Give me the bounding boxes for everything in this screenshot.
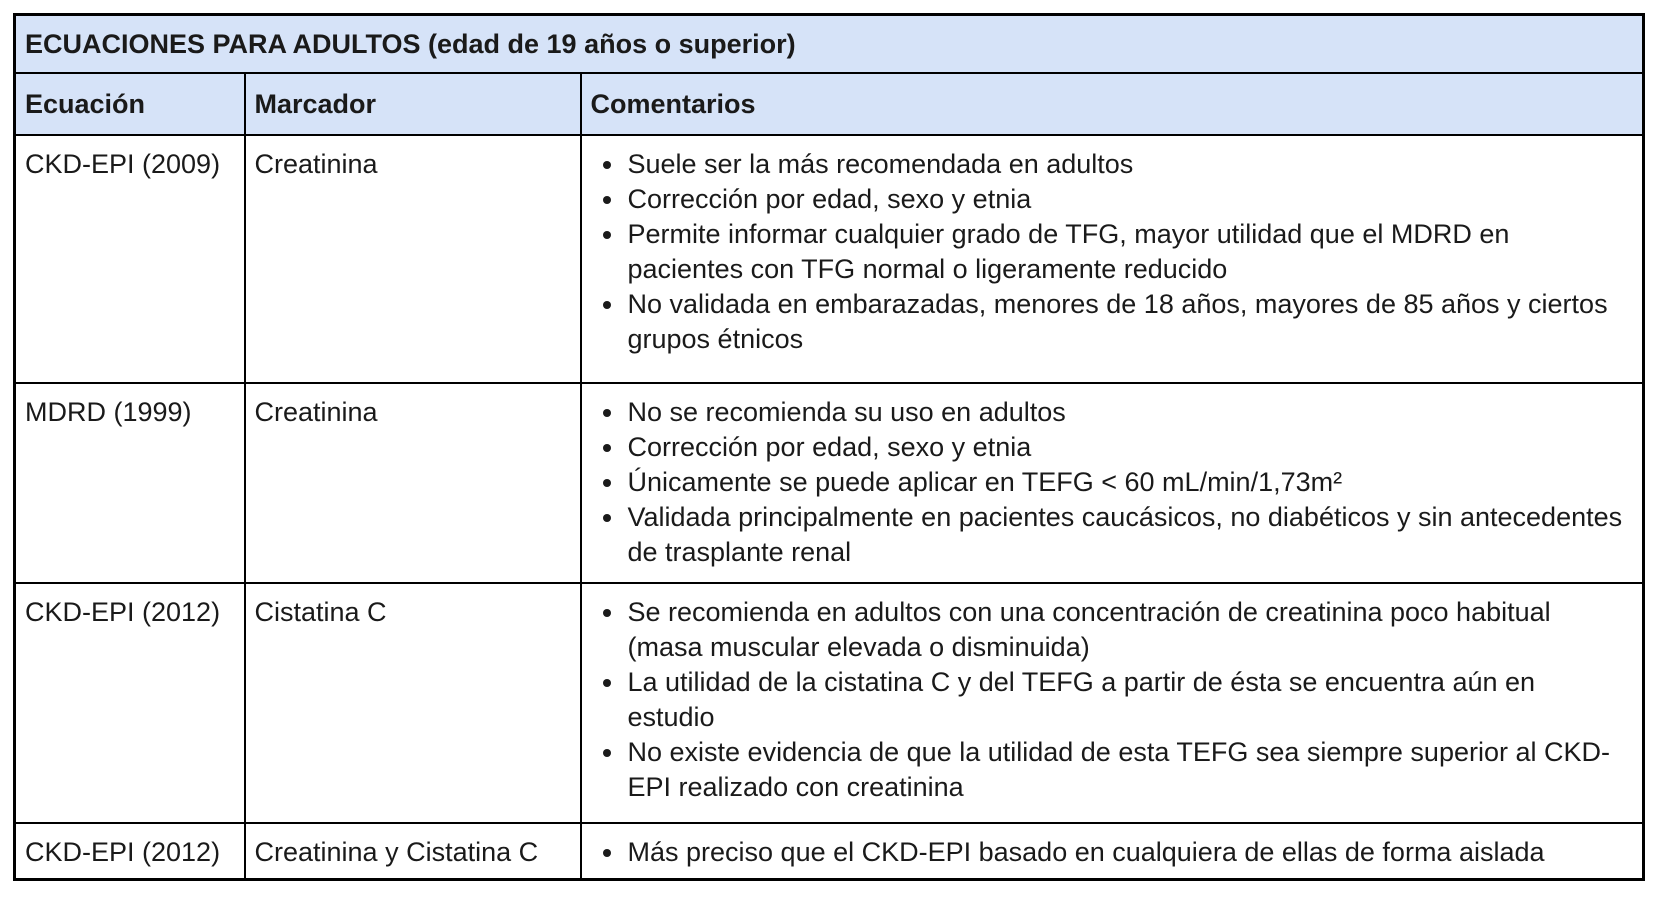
- table-row: MDRD (1999) Creatinina No se recomienda …: [13, 381, 1645, 584]
- comment-item: Únicamente se puede aplicar en TEFG < 60…: [626, 465, 1629, 500]
- table-title: ECUACIONES PARA ADULTOS (edad de 19 años…: [13, 13, 1645, 74]
- comments-list: Se recomienda en adultos con una concent…: [582, 595, 1629, 805]
- column-header-equation: Ecuación: [13, 71, 246, 136]
- table-row: CKD-EPI (2012) Creatinina y Cistatina C …: [13, 821, 1645, 880]
- document-page: ECUACIONES PARA ADULTOS (edad de 19 años…: [13, 13, 1645, 881]
- marker-cell: Creatinina: [243, 381, 582, 584]
- comments-list: No se recomienda su uso en adultos Corre…: [582, 395, 1629, 570]
- comment-item: No validada en embarazadas, menores de 1…: [626, 287, 1629, 357]
- equation-cell: MDRD (1999): [13, 381, 246, 584]
- column-header-marker: Marcador: [243, 71, 582, 136]
- comment-item: No existe evidencia de que la utilidad d…: [626, 735, 1629, 805]
- comment-item: Se recomienda en adultos con una concent…: [626, 595, 1629, 665]
- table-title-row: ECUACIONES PARA ADULTOS (edad de 19 años…: [13, 13, 1645, 74]
- comments-cell: Suele ser la más recomendada en adultos …: [579, 133, 1645, 384]
- comment-item: Corrección por edad, sexo y etnia: [626, 182, 1629, 217]
- equation-cell: CKD-EPI (2012): [13, 821, 246, 880]
- table-header-row: Ecuación Marcador Comentarios: [13, 71, 1645, 136]
- equations-table: ECUACIONES PARA ADULTOS (edad de 19 años…: [13, 13, 1645, 881]
- comments-list: Más preciso que el CKD-EPI basado en cua…: [582, 835, 1629, 870]
- column-header-comments: Comentarios: [579, 71, 1645, 136]
- comment-item: La utilidad de la cistatina C y del TEFG…: [626, 665, 1629, 735]
- marker-cell: Creatinina y Cistatina C: [243, 821, 582, 880]
- comments-cell: Más preciso que el CKD-EPI basado en cua…: [579, 821, 1645, 880]
- marker-cell: Cistatina C: [243, 581, 582, 824]
- comment-item: Permite informar cualquier grado de TFG,…: [626, 217, 1629, 287]
- table-row: CKD-EPI (2009) Creatinina Suele ser la m…: [13, 133, 1645, 384]
- equation-cell: CKD-EPI (2012): [13, 581, 246, 824]
- comment-item: No se recomienda su uso en adultos: [626, 395, 1629, 430]
- comments-cell: No se recomienda su uso en adultos Corre…: [579, 381, 1645, 584]
- comment-item: Más preciso que el CKD-EPI basado en cua…: [626, 835, 1629, 870]
- comment-item: Suele ser la más recomendada en adultos: [626, 147, 1629, 182]
- comments-list: Suele ser la más recomendada en adultos …: [582, 147, 1629, 357]
- marker-cell: Creatinina: [243, 133, 582, 384]
- comments-cell: Se recomienda en adultos con una concent…: [579, 581, 1645, 824]
- table-row: CKD-EPI (2012) Cistatina C Se recomienda…: [13, 581, 1645, 824]
- comment-item: Corrección por edad, sexo y etnia: [626, 430, 1629, 465]
- comment-item: Validada principalmente en pacientes cau…: [626, 500, 1629, 570]
- equation-cell: CKD-EPI (2009): [13, 133, 246, 384]
